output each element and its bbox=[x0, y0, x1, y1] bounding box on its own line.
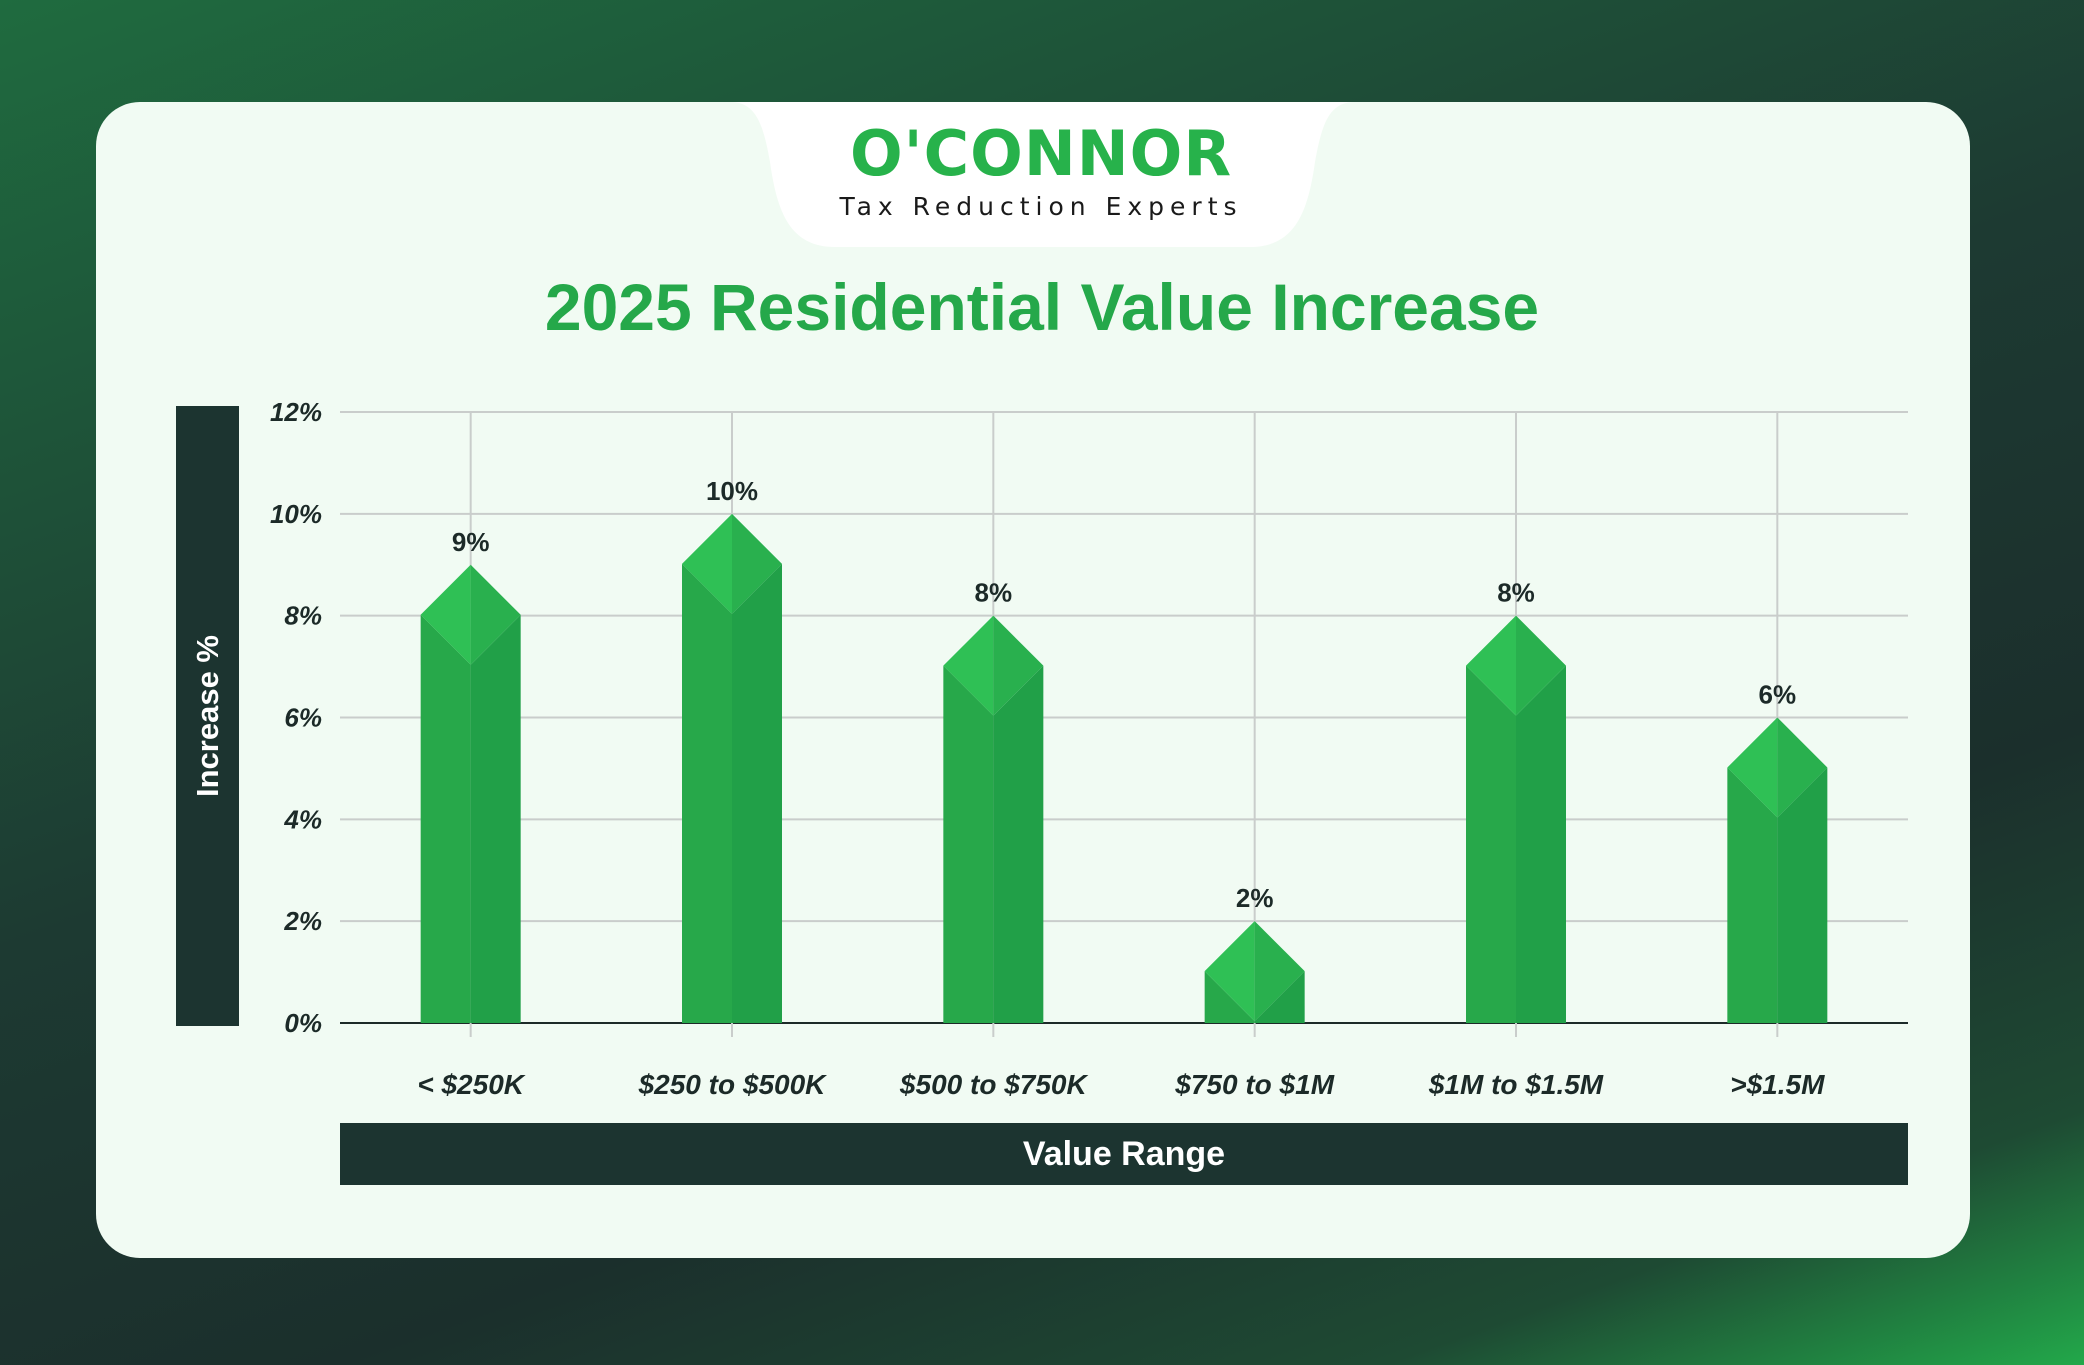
x-tick-label: $1M to $1.5M bbox=[1428, 1069, 1604, 1100]
y-tick-label: 0% bbox=[284, 1008, 322, 1038]
x-axis-label: Value Range bbox=[340, 1123, 1908, 1185]
y-tick-label: 12% bbox=[270, 397, 322, 427]
bar-cap-right bbox=[1516, 615, 1566, 716]
x-tick-label: $250 to $500K bbox=[638, 1069, 828, 1100]
x-tick-label: >$1.5M bbox=[1730, 1069, 1825, 1100]
data-label: 8% bbox=[1497, 578, 1535, 608]
bar-right-face bbox=[1777, 767, 1828, 1023]
bar-cap-right bbox=[732, 513, 782, 614]
chart-title: 2025 Residential Value Increase bbox=[544, 270, 1540, 344]
bar-left-face bbox=[1727, 767, 1778, 1023]
y-tick-label: 10% bbox=[270, 499, 322, 529]
bar-left-face bbox=[943, 665, 994, 1023]
bar-cap-right bbox=[1254, 921, 1305, 1022]
data-label: 10% bbox=[706, 476, 758, 506]
y-axis-label-panel: Increase % bbox=[176, 406, 239, 1026]
y-tick-label: 4% bbox=[283, 804, 322, 834]
bar-left-face bbox=[420, 614, 471, 1023]
logo-tab bbox=[730, 102, 1355, 247]
logo-tagline: Tax Reduction Experts bbox=[839, 192, 1243, 221]
bar-cap-right bbox=[993, 615, 1044, 716]
bar-right-face bbox=[1516, 665, 1566, 1023]
x-tick-label: < $250K bbox=[417, 1069, 525, 1100]
y-tick-label: 2% bbox=[283, 906, 322, 936]
bar-cap-left bbox=[1727, 717, 1778, 818]
bar-cap-left bbox=[1204, 921, 1255, 1022]
data-label: 8% bbox=[975, 578, 1013, 608]
bar-cap-left bbox=[1466, 615, 1516, 716]
bar-left-face bbox=[1466, 665, 1516, 1023]
bar-cap-right bbox=[1777, 717, 1828, 818]
x-tick-label: $750 to $1M bbox=[1174, 1069, 1334, 1100]
bar-left-face bbox=[682, 563, 732, 1023]
data-label: 2% bbox=[1236, 883, 1274, 913]
y-tick-label: 8% bbox=[284, 601, 322, 631]
data-label: 6% bbox=[1759, 680, 1797, 710]
bar-cap-left bbox=[682, 513, 732, 614]
data-label: 9% bbox=[452, 527, 490, 557]
y-tick-label: 6% bbox=[284, 703, 322, 733]
bar-cap-left bbox=[420, 564, 471, 665]
logo-wordmark: O'CONNOR bbox=[849, 117, 1233, 190]
bar-cap-right bbox=[470, 564, 521, 665]
bar-right-face bbox=[1254, 971, 1305, 1023]
bar-right-face bbox=[732, 563, 782, 1023]
bar-right-face bbox=[993, 665, 1044, 1023]
bar-right-face bbox=[470, 614, 521, 1023]
bar-cap-left bbox=[943, 615, 994, 716]
x-tick-label: $500 to $750K bbox=[899, 1069, 1089, 1100]
bar-left-face bbox=[1204, 971, 1255, 1023]
